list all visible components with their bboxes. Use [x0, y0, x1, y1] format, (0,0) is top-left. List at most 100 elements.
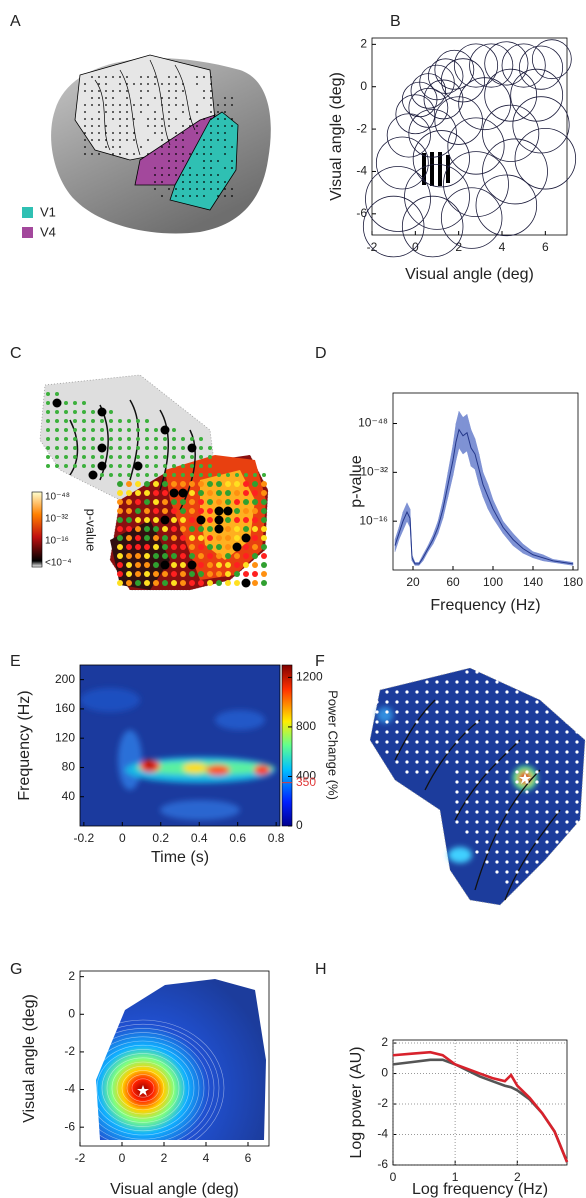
electrode [84, 111, 86, 113]
electrode [160, 515, 170, 525]
electrode [203, 153, 205, 155]
electrode [555, 810, 559, 814]
receptive-field [362, 195, 425, 258]
electrode [224, 104, 226, 106]
y-tick-label: 0 [68, 1006, 75, 1020]
electrode [515, 870, 519, 874]
colorbar-label: Power Change (%) [326, 690, 341, 800]
y-tick-label: 160 [55, 701, 75, 715]
electrode [91, 97, 93, 99]
electrode [196, 76, 198, 78]
electrode [495, 700, 499, 704]
electrode [505, 700, 509, 704]
electrode [252, 580, 258, 586]
y-tick-label: 2 [360, 37, 367, 51]
electrode [515, 840, 519, 844]
y-tick-label: 0 [381, 1066, 388, 1080]
electrode [203, 174, 205, 176]
electrode [261, 517, 267, 523]
electrode [91, 419, 95, 423]
receptive-field [458, 77, 512, 131]
electrode [455, 730, 459, 734]
electrode [171, 517, 177, 523]
electrode [425, 730, 429, 734]
electrode [475, 800, 479, 804]
contour-line [71, 1028, 215, 1148]
electrode [126, 544, 132, 550]
electrode [465, 730, 469, 734]
electrode [161, 174, 163, 176]
electrode [196, 125, 198, 127]
electrode [525, 830, 529, 834]
electrode [199, 437, 203, 441]
electrode [261, 580, 267, 586]
electrode [224, 97, 226, 99]
electrode [505, 770, 509, 774]
electrode [445, 740, 449, 744]
receptive-field [395, 94, 436, 135]
electrode [109, 446, 113, 450]
electrode [161, 195, 163, 197]
electrode [405, 760, 409, 764]
electrode [515, 750, 519, 754]
x-tick-label: 140 [523, 575, 543, 589]
electrode [82, 419, 86, 423]
electrode [234, 580, 240, 586]
electrode [171, 571, 177, 577]
electrode [153, 580, 159, 586]
electrode [485, 770, 489, 774]
electrode [241, 533, 251, 543]
electrode [515, 850, 519, 854]
contour-line [126, 1074, 160, 1102]
electrode [485, 800, 489, 804]
contour-line [121, 1070, 165, 1106]
panel-letter: D [315, 345, 327, 362]
electrode [126, 153, 128, 155]
brain-image [51, 54, 271, 234]
x-tick-label: 100 [483, 575, 503, 589]
electrode [163, 446, 167, 450]
electrode [144, 553, 150, 559]
electrode [525, 710, 529, 714]
electrode [210, 181, 212, 183]
electrode [555, 770, 559, 774]
electrode [210, 160, 212, 162]
electrode [505, 710, 509, 714]
y-axis-label: Visual angle (deg) [328, 72, 345, 201]
electrode [231, 104, 233, 106]
receptive-field [404, 163, 470, 230]
electrode [154, 188, 156, 190]
electrode [485, 670, 489, 674]
data-line [392, 1050, 569, 1163]
electrode [189, 571, 195, 577]
colorbar-tick-label: <10⁻⁴ [45, 558, 72, 569]
electrode [144, 535, 150, 541]
electrode [182, 195, 184, 197]
electrode [119, 153, 121, 155]
electrode [46, 419, 50, 423]
colorbar [281, 664, 293, 827]
electrode [555, 700, 559, 704]
electrode [180, 562, 186, 568]
electrode [145, 464, 149, 468]
electrode [136, 437, 140, 441]
electrode [109, 419, 113, 423]
x-tick-label: 0.6 [229, 831, 246, 845]
electrode [234, 553, 240, 559]
electrode [475, 850, 479, 854]
electrode [385, 700, 389, 704]
electrode [100, 473, 104, 477]
electrode [405, 720, 409, 724]
electrode [98, 132, 100, 134]
electrode [126, 97, 128, 99]
electrode [98, 153, 100, 155]
electrode [162, 580, 168, 586]
electrode [144, 508, 150, 514]
electrode [182, 146, 184, 148]
electrode [535, 790, 539, 794]
electrode [199, 446, 203, 450]
electrode [168, 111, 170, 113]
electrode [425, 760, 429, 764]
electrode [126, 118, 128, 120]
electrode [575, 780, 579, 784]
